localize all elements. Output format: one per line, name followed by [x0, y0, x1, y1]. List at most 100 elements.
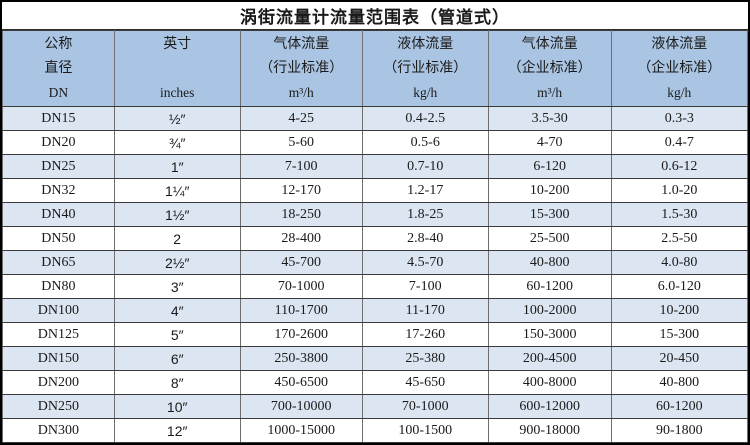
table-cell: 10-200 [610, 298, 749, 323]
table-cell: 1.0-20 [610, 178, 749, 203]
cell-dn: DN50 [2, 226, 115, 251]
table-cell: ¾″ [113, 130, 241, 155]
table-cell: 4-25 [239, 106, 363, 131]
table-cell: 60-1200 [487, 274, 612, 299]
table-cell: 40-800 [487, 250, 612, 275]
table-row-dn50: DN50 2 28-400 2.8-40 25-500 2.5-50 [2, 226, 749, 251]
table-cell: 7-100 [239, 154, 363, 179]
table-cell: 45-700 [239, 250, 363, 275]
column-header-nominal-diameter: 公称 直径 DN [2, 30, 115, 107]
table-cell: 8″ [113, 370, 241, 395]
column-header-line: 液体流量 [397, 36, 454, 52]
table-cell: 20-450 [610, 346, 749, 371]
table-cell: 17-260 [361, 322, 489, 347]
cell-dn: DN100 [2, 298, 115, 323]
table-cell: 10-200 [487, 178, 612, 203]
table-cell: 170-2600 [239, 322, 363, 347]
table-row-dn200: DN200 8″ 450-6500 45-650 400-8000 40-800 [2, 370, 749, 395]
cell-dn: DN125 [2, 322, 115, 347]
flow-range-table: 公称 直径 DN 英寸 inches 气体流量 （行业标准） m³/h 液体流量 （行业标准） k… [2, 30, 749, 443]
table-cell: 1.8-25 [361, 202, 489, 227]
table-cell: 900-18000 [487, 418, 612, 443]
column-header-gas-flow-industry-standard: 气体流量 （行业标准） m³/h [239, 30, 363, 107]
table-cell: 450-6500 [239, 370, 363, 395]
table-row-dn250: DN250 10″ 700-10000 70-1000 600-12000 60-1200 [2, 394, 749, 419]
column-header-inches: 英寸 inches [113, 30, 241, 107]
table-cell: 0.4-7 [610, 130, 749, 155]
cell-dn: DN65 [2, 250, 115, 275]
table-cell: 100-2000 [487, 298, 612, 323]
column-header-line: inches [159, 84, 195, 100]
table-cell: 1½″ [113, 202, 241, 227]
table-cell: 100-1500 [361, 418, 489, 443]
column-header-line: （企业标准） [507, 60, 592, 76]
cell-dn: DN15 [2, 106, 115, 131]
table-cell: 4″ [113, 298, 241, 323]
table-cell: 5-60 [239, 130, 363, 155]
column-header-liquid-flow-industry-standard: 液体流量 （行业标准） kg/h [361, 30, 489, 107]
column-header-line: 气体流量 [521, 36, 578, 52]
table-cell: 11-170 [361, 298, 489, 323]
table-cell: 60-1200 [610, 394, 749, 419]
table-cell: 1000-15000 [239, 418, 363, 443]
cell-dn: DN20 [2, 130, 115, 155]
table-cell: 15-300 [610, 322, 749, 347]
table-cell: 400-8000 [487, 370, 612, 395]
column-header-line [115, 57, 239, 81]
table-cell: 25-380 [361, 346, 489, 371]
table-cell: 700-10000 [239, 394, 363, 419]
table-cell: 110-1700 [239, 298, 363, 323]
table-cell: 2.5-50 [610, 226, 749, 251]
table-cell: 0.4-2.5 [361, 106, 489, 131]
cell-dn: DN300 [2, 418, 115, 443]
table-cell: 10″ [113, 394, 241, 419]
column-header-line: （行业标准） [383, 60, 468, 76]
column-header-line: （企业标准） [637, 60, 722, 76]
column-header-line: 直径 [44, 60, 73, 76]
column-header-line: （行业标准） [259, 60, 344, 76]
cell-dn: DN200 [2, 370, 115, 395]
table-cell: 4.0-80 [610, 250, 749, 275]
cell-dn: DN80 [2, 274, 115, 299]
table-cell: ½″ [113, 106, 241, 131]
table-row-dn20: DN20 ¾″ 5-60 0.5-6 4-70 0.4-7 [2, 130, 749, 155]
table-cell: 25-500 [487, 226, 612, 251]
table-cell: 40-800 [610, 370, 749, 395]
cell-dn: DN250 [2, 394, 115, 419]
table-cell: 1.2-17 [361, 178, 489, 203]
table-cell: 3″ [113, 274, 241, 299]
table-title: 涡街流量计流量范围表（管道式） [2, 2, 748, 30]
table-cell: 1″ [113, 154, 241, 179]
column-header-line: m³/h [288, 84, 314, 100]
header-row: 公称 直径 DN 英寸 inches 气体流量 （行业标准） m³/h 液体流量 （行业标准） k… [2, 30, 749, 107]
table-cell: 45-650 [361, 370, 489, 395]
table-cell: 0.5-6 [361, 130, 489, 155]
table-cell: 70-1000 [239, 274, 363, 299]
table-cell: 7-100 [361, 274, 489, 299]
table-cell: 4.5-70 [361, 250, 489, 275]
table-row-dn100: DN100 4″ 110-1700 11-170 100-2000 10-200 [2, 298, 749, 323]
table-cell: 6″ [113, 346, 241, 371]
column-header-line: m³/h [537, 84, 563, 100]
cell-dn: DN25 [2, 154, 115, 179]
table-row-dn65: DN65 2½″ 45-700 4.5-70 40-800 4.0-80 [2, 250, 749, 275]
table-cell: 0.6-12 [610, 154, 749, 179]
column-header-line: 英寸 [163, 36, 192, 52]
cell-dn: DN150 [2, 346, 115, 371]
table-cell: 90-1800 [610, 418, 749, 443]
table-row-dn25: DN25 1″ 7-100 0.7-10 6-120 0.6-12 [2, 154, 749, 179]
table-row-dn125: DN125 5″ 170-2600 17-260 150-3000 15-300 [2, 322, 749, 347]
table-cell: 0.3-3 [610, 106, 749, 131]
table-cell: 2.8-40 [361, 226, 489, 251]
table-cell: 150-3000 [487, 322, 612, 347]
table-cell: 70-1000 [361, 394, 489, 419]
table-cell: 2½″ [113, 250, 241, 275]
table-cell: 6.0-120 [610, 274, 749, 299]
table-cell: 200-4500 [487, 346, 612, 371]
table-cell: 1¼″ [113, 178, 241, 203]
table-cell: 18-250 [239, 202, 363, 227]
table-cell: 12-170 [239, 178, 363, 203]
table-row-dn300: DN300 12″ 1000-15000 100-1500 900-18000 90-18… [2, 418, 749, 443]
table-cell: 250-3800 [239, 346, 363, 371]
